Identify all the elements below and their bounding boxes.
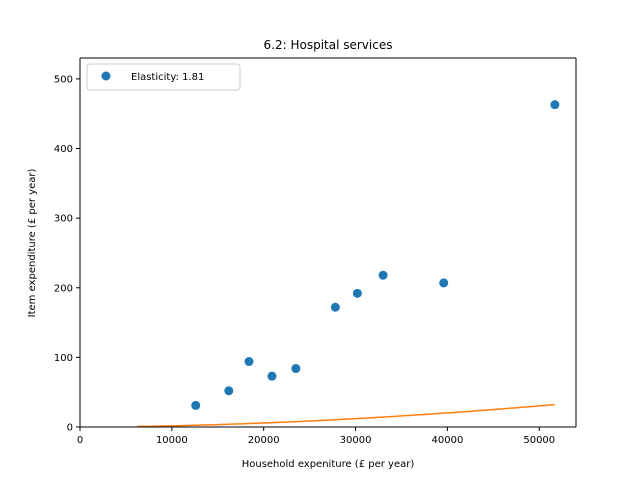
legend-box: [86, 63, 241, 91]
data-point: [267, 371, 277, 381]
x-tick-label: 50000: [523, 435, 555, 446]
data-point: [550, 100, 560, 110]
y-tick-label: 500: [54, 74, 73, 85]
data-point: [378, 270, 388, 280]
y-tick-label: 0: [67, 423, 73, 434]
chart-title: 6.2: Hospital services: [264, 38, 393, 52]
x-tick-label: 0: [77, 435, 83, 446]
fit-layer: [136, 403, 555, 428]
axes-layer: [79, 57, 577, 428]
plot-area: [80, 58, 576, 427]
legend: Elasticity: 1.81: [86, 63, 241, 91]
y-axis-label: Item expenditure (£ per year): [27, 169, 38, 318]
x-tick-label: 30000: [340, 435, 372, 446]
points-layer: [191, 100, 560, 410]
data-point: [244, 357, 254, 367]
data-point: [330, 302, 340, 312]
x-tick-label: 20000: [248, 435, 280, 446]
data-point: [224, 386, 234, 396]
legend-label: Elasticity: 1.81: [131, 72, 204, 83]
x-tick-label: 10000: [156, 435, 188, 446]
y-tick-label: 400: [54, 144, 73, 155]
fit-line: [136, 403, 555, 428]
y-tick-label: 100: [54, 353, 73, 364]
data-point: [352, 288, 362, 298]
y-tick-label: 300: [54, 214, 73, 225]
legend-marker: [101, 71, 111, 81]
x-axis-label: Household expeniture (£ per year): [242, 459, 415, 470]
data-point: [291, 364, 301, 374]
ticks-layer: 0 10000 20000 30000 40000 50000 0 100 200 300 400 5…: [54, 74, 555, 446]
data-point: [191, 400, 201, 410]
y-tick-label: 200: [54, 283, 73, 294]
x-tick-label: 40000: [432, 435, 464, 446]
data-point: [439, 278, 449, 288]
